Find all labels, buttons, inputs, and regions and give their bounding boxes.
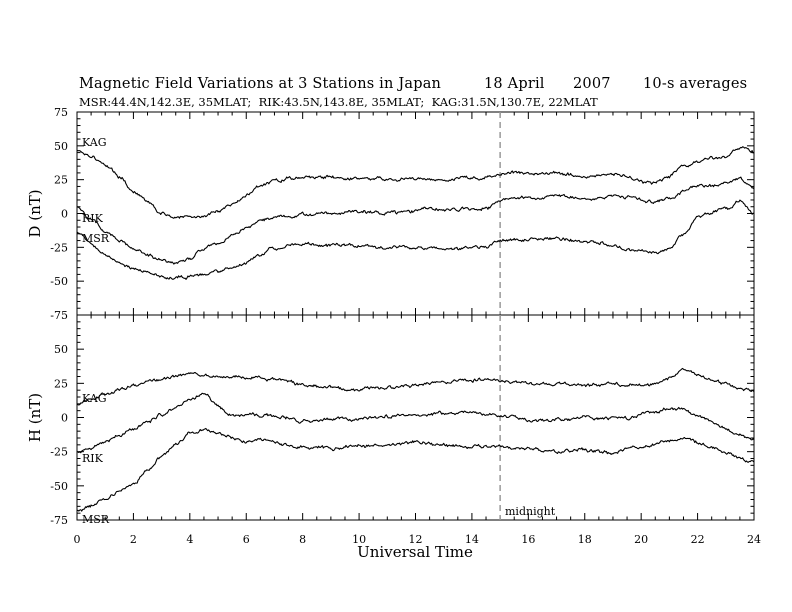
series-line-kag	[76, 146, 755, 219]
y-tick-label: 0	[61, 412, 68, 425]
x-tick-label: 18	[578, 533, 592, 546]
figure-year: 2007	[573, 76, 611, 92]
y-tick-label: -50	[50, 480, 68, 493]
y-tick-label: 25	[54, 377, 68, 390]
panel-frame	[76, 111, 755, 316]
y-axis-label: D (nT)	[26, 189, 44, 237]
y-tick-label: -75	[50, 514, 68, 527]
y-tick-label: 75	[54, 106, 68, 119]
series-line-rik	[76, 392, 755, 454]
figure-subtitle: MSR:44.4N,142.3E, 35MLAT; RIK:43.5N,143.…	[79, 95, 598, 109]
series-line-msr	[76, 199, 755, 280]
series-line-msr	[76, 427, 755, 512]
x-tick-label: 4	[186, 533, 193, 546]
x-tick-label: 20	[634, 533, 648, 546]
x-tick-label: 24	[747, 533, 761, 546]
y-tick-label: 50	[54, 343, 68, 356]
x-tick-label: 16	[521, 533, 535, 546]
figure-date: 18 April	[484, 76, 545, 92]
series-label-msr: MSR	[82, 232, 110, 245]
y-tick-label: -50	[50, 275, 68, 288]
y-tick-label: 0	[61, 208, 68, 221]
y-tick-label: -75	[50, 309, 68, 322]
panel-frame	[76, 314, 755, 521]
series-line-rik	[76, 176, 755, 265]
figure-title: Magnetic Field Variations at 3 Stations …	[79, 76, 441, 92]
y-tick-label: -25	[50, 446, 68, 459]
x-tick-label: 14	[465, 533, 479, 546]
series-label-kag: KAG	[82, 136, 107, 149]
y-axis-label: H (nT)	[26, 393, 44, 442]
x-axis-label: Universal Time	[357, 543, 473, 561]
d-component-panel: 75 50 25 0 -25 -50 -75 D (nT) KAG RIK MSR	[26, 106, 755, 322]
x-tick-label: 12	[409, 533, 423, 546]
midnight-label: midnight	[505, 505, 556, 518]
y-tick-label: 50	[54, 140, 68, 153]
series-label-rik: RIK	[82, 452, 104, 465]
x-tick-label: 6	[243, 533, 250, 546]
x-tick-label: 10	[352, 533, 366, 546]
y-tick-label: 25	[54, 174, 68, 187]
series-line-kag	[76, 367, 755, 406]
series-label-rik: RIK	[82, 212, 104, 225]
x-tick-label: 22	[691, 533, 705, 546]
series-label-msr: MSR	[82, 513, 110, 526]
x-tick-label: 0	[74, 533, 81, 546]
figure-averaging: 10-s averages	[643, 76, 747, 92]
y-tick-label: -25	[50, 241, 68, 254]
x-tick-label: 2	[130, 533, 137, 546]
x-tick-label: 8	[299, 533, 306, 546]
series-label-kag: KAG	[82, 392, 107, 405]
